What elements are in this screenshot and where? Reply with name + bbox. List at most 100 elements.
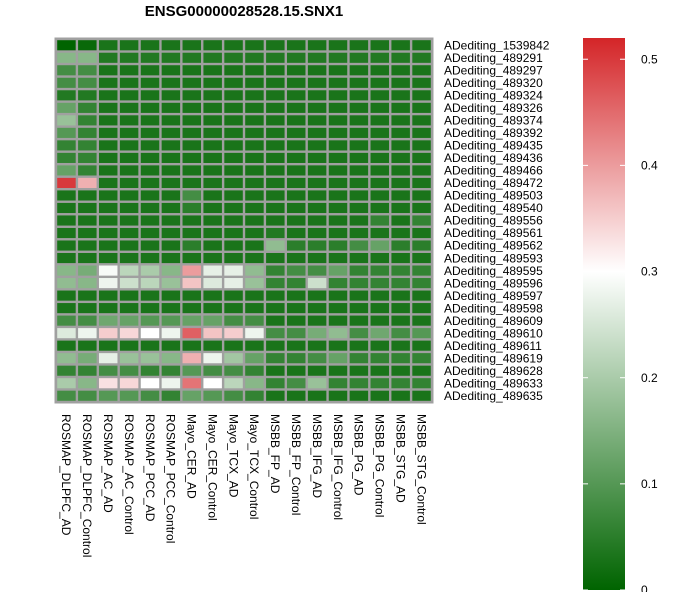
heatmap-cell	[78, 240, 97, 251]
heatmap-cell	[140, 353, 160, 364]
heatmap-cell	[349, 90, 369, 101]
heatmap-cell	[286, 40, 306, 51]
heatmap-cell	[370, 365, 390, 376]
heatmap-cell	[307, 240, 327, 251]
heatmap-cell	[307, 177, 327, 189]
heatmap-cell	[119, 378, 139, 389]
heatmap-cell	[140, 227, 160, 239]
heatmap-cell	[119, 102, 139, 113]
heatmap-cell	[78, 340, 97, 351]
heatmap-cell	[391, 115, 410, 126]
heatmap-cell	[78, 353, 97, 364]
heatmap-cell	[349, 365, 369, 376]
column-label: MSBB_STG_AD	[393, 414, 407, 503]
heatmap-cell	[57, 65, 76, 76]
heatmap-cell	[286, 290, 306, 301]
heatmap-cell	[266, 215, 285, 226]
row-label: ADediting_489320	[444, 76, 543, 90]
heatmap-cell	[203, 202, 222, 214]
heatmap-cell	[182, 202, 202, 214]
heatmap-cell	[307, 378, 327, 389]
heatmap-cell	[370, 252, 390, 264]
heatmap-cell	[370, 127, 390, 138]
heatmap-cell	[349, 265, 369, 276]
heatmap-cell	[391, 365, 410, 376]
heatmap-cell	[98, 115, 118, 126]
row-label: ADediting_489628	[444, 364, 543, 378]
heatmap-cell	[328, 77, 348, 88]
heatmap-cell	[412, 127, 431, 138]
heatmap-cell	[98, 340, 118, 351]
column-label: MSBB_STG_Control	[414, 414, 428, 525]
heatmap-cell	[286, 115, 306, 126]
heatmap-cell	[245, 102, 264, 113]
row-label: ADediting_489392	[444, 126, 543, 140]
heatmap-cell	[412, 378, 431, 389]
heatmap-cell	[349, 290, 369, 301]
column-label: ROSMAP_AC_AD	[101, 414, 115, 513]
heatmap-cell	[307, 353, 327, 364]
heatmap-cell	[140, 328, 160, 339]
heatmap-cell	[370, 215, 390, 226]
heatmap-cell	[78, 115, 97, 126]
heatmap-cell	[286, 340, 306, 351]
heatmap-cell	[203, 328, 222, 339]
heatmap-cell	[307, 152, 327, 163]
heatmap-cells	[54, 37, 434, 404]
heatmap-cell	[161, 77, 181, 88]
heatmap-cell	[266, 290, 285, 301]
heatmap-cell	[391, 165, 410, 176]
heatmap-cell	[224, 290, 243, 301]
colorbar-ticks: 0 0.1 0.2 0.3 0.4 0.5	[583, 52, 658, 592]
heatmap-cell	[370, 227, 390, 239]
heatmap-cell	[119, 90, 139, 101]
heatmap-cell	[224, 102, 243, 113]
heatmap-cell	[328, 265, 348, 276]
heatmap-cell	[119, 353, 139, 364]
row-label: ADediting_489472	[444, 176, 543, 190]
heatmap-cell	[161, 115, 181, 126]
heatmap-cell	[370, 140, 390, 151]
heatmap-cell	[266, 252, 285, 264]
row-label: ADediting_489635	[444, 389, 543, 403]
heatmap-cell	[307, 77, 327, 88]
heatmap-cell	[161, 127, 181, 138]
heatmap-cell	[161, 52, 181, 63]
heatmap-cell	[307, 165, 327, 176]
heatmap-cell	[245, 215, 264, 226]
heatmap-cell	[328, 102, 348, 113]
heatmap-cell	[203, 140, 222, 151]
heatmap-cell	[98, 65, 118, 76]
heatmap-cell	[307, 140, 327, 151]
heatmap-cell	[328, 328, 348, 339]
heatmap-cell	[119, 127, 139, 138]
heatmap-cell	[412, 278, 431, 289]
heatmap-cell	[224, 215, 243, 226]
heatmap-cell	[98, 365, 118, 376]
heatmap-cell	[307, 190, 327, 201]
heatmap-cell	[78, 215, 97, 226]
heatmap-cell	[119, 65, 139, 76]
heatmap-cell	[203, 265, 222, 276]
heatmap-cell	[245, 378, 264, 389]
heatmap-cell	[391, 65, 410, 76]
heatmap-cell	[182, 165, 202, 176]
heatmap-cell	[98, 265, 118, 276]
heatmap-cell	[349, 378, 369, 389]
heatmap-cell	[349, 52, 369, 63]
heatmap-cell	[266, 65, 285, 76]
heatmap-cell	[224, 365, 243, 376]
heatmap-cell	[203, 115, 222, 126]
heatmap-cell	[307, 52, 327, 63]
heatmap-cell	[182, 90, 202, 101]
heatmap-cell	[98, 140, 118, 151]
heatmap-cell	[119, 252, 139, 264]
column-label: MSBB_PG_AD	[352, 414, 366, 496]
heatmap-cell	[57, 77, 76, 88]
heatmap-cell	[224, 303, 243, 314]
heatmap-cell	[140, 340, 160, 351]
heatmap-cell	[412, 202, 431, 214]
heatmap-cell	[182, 278, 202, 289]
heatmap-cell	[245, 77, 264, 88]
heatmap-cell	[140, 365, 160, 376]
